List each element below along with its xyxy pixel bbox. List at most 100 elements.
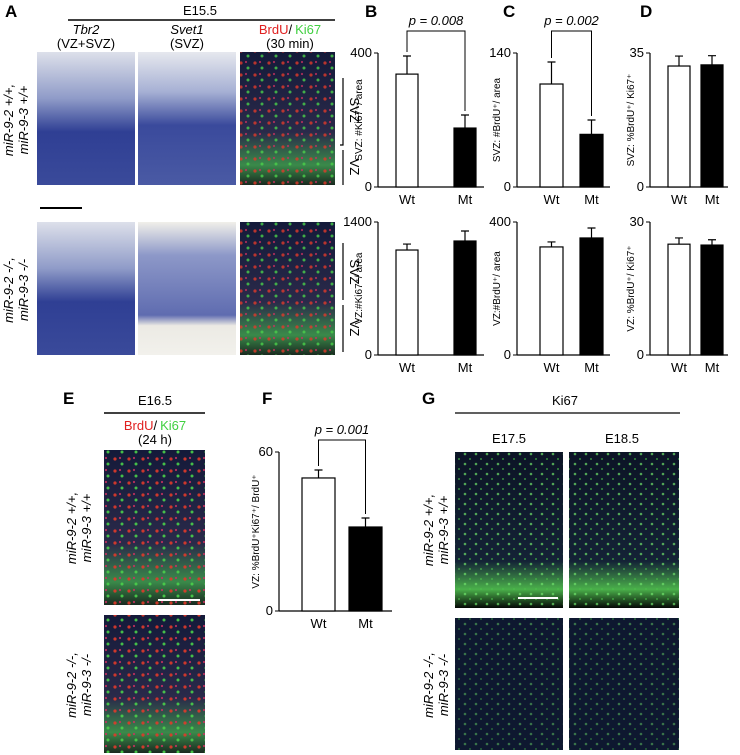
y-axis-label: VZ:#BrdU⁺/ area <box>492 251 503 326</box>
separator: / <box>288 22 292 37</box>
bar <box>395 249 419 356</box>
bar <box>667 65 691 188</box>
bar <box>453 127 477 188</box>
bar <box>667 243 691 356</box>
row-label: miR-9-3 -/- <box>16 258 31 321</box>
panel-letter: A <box>5 2 17 21</box>
x-tick-label: Wt <box>544 360 560 375</box>
column-title: Svet1 <box>170 22 203 37</box>
y-tick-label: 1400 <box>343 214 372 229</box>
bar <box>301 477 336 612</box>
panel-letter: D <box>640 2 652 21</box>
image-overlay <box>240 52 335 185</box>
y-tick-label: 0 <box>365 347 372 362</box>
stain: Ki67 <box>160 418 186 433</box>
stage-label: E18.5 <box>605 431 639 446</box>
zone-brackets <box>340 78 344 352</box>
image-overlay <box>569 452 679 608</box>
y-tick-label: 60 <box>259 444 273 459</box>
row-label: miR-9-2 -/-, <box>64 652 79 718</box>
panel-letter: E <box>63 389 74 408</box>
image <box>138 52 236 185</box>
row-label: miR-9-3 -/- <box>79 653 94 716</box>
x-tick-label: Mt <box>458 360 473 375</box>
error-bar <box>708 239 716 246</box>
image <box>138 222 236 355</box>
image-overlay <box>104 450 205 605</box>
panel-letter: G <box>422 389 435 408</box>
zone-label: SVZ <box>347 259 362 284</box>
x-tick-label: Wt <box>399 192 415 207</box>
image-overlay <box>569 618 679 750</box>
y-tick-label: 30 <box>630 214 644 229</box>
stain-label: Ki67 <box>552 393 578 408</box>
y-axis-label: VZ: %BrdU⁺/ Ki67⁺ <box>626 245 637 331</box>
significance-label: p = 0.001 <box>314 422 370 437</box>
error-bar <box>547 61 556 85</box>
row-label: miR-9-2 -/-, <box>421 652 436 718</box>
y-tick-label: 0 <box>637 347 644 362</box>
zone-label: SVZ <box>347 97 362 122</box>
row-label: miR-9-2 +/+, <box>1 84 16 156</box>
x-tick-label: Mt <box>584 360 599 375</box>
error-bar <box>587 119 596 135</box>
y-tick-label: 0 <box>637 179 644 194</box>
bar <box>348 526 383 612</box>
zone-label: VZ <box>347 320 362 337</box>
significance-label: p = 0.008 <box>408 13 464 28</box>
x-tick-label: Mt <box>358 616 373 631</box>
stage-label: E15.5 <box>183 3 217 18</box>
significance-bracket <box>406 30 466 111</box>
stain: BrdU <box>124 418 154 433</box>
x-tick-label: Mt <box>705 192 720 207</box>
bar <box>453 240 477 356</box>
error-bar <box>547 241 556 247</box>
x-tick-label: Mt <box>705 360 720 375</box>
y-axis-label: VZ:#Ki67⁺/ area <box>354 252 365 324</box>
image-overlay <box>104 615 205 753</box>
error-bar <box>461 230 469 241</box>
x-tick-label: Wt <box>671 360 687 375</box>
bar <box>579 237 604 356</box>
y-tick-label: 400 <box>350 45 372 60</box>
separator: / <box>153 418 157 433</box>
stain: BrdU <box>259 22 289 37</box>
panel-letter: B <box>365 2 377 21</box>
zone-label: VZ <box>347 159 362 176</box>
x-tick-label: Mt <box>584 192 599 207</box>
significance-bracket <box>551 30 592 116</box>
x-tick-label: Wt <box>671 192 687 207</box>
error-bar <box>675 237 683 245</box>
row-label: miR-9-2 -/-, <box>1 257 16 323</box>
row-label: miR-9-2 +/+, <box>421 494 436 566</box>
y-axis-label: SVZ: %BrdU⁺/ Ki67⁺ <box>626 74 637 167</box>
row-label: miR-9-3 +/+ <box>79 493 94 562</box>
stage-label: E16.5 <box>138 393 172 408</box>
error-bar <box>675 55 683 67</box>
significance-bracket <box>318 439 366 514</box>
x-tick-label: Wt <box>544 192 560 207</box>
error-bar <box>403 55 411 75</box>
bar <box>579 133 604 188</box>
bar <box>539 83 564 188</box>
bar <box>700 64 724 188</box>
image-overlay <box>455 452 563 608</box>
image <box>37 52 135 185</box>
image-overlay <box>240 222 335 355</box>
row-label: miR-9-3 -/- <box>436 653 451 716</box>
y-tick-label: 35 <box>630 45 644 60</box>
stain: Ki67 <box>295 22 321 37</box>
y-tick-label: 140 <box>489 45 511 60</box>
row-label: miR-9-3 +/+ <box>436 495 451 564</box>
panel-letter: F <box>262 389 272 408</box>
y-axis-label: SVZ: #BrdU⁺/ area <box>492 77 503 162</box>
x-tick-label: Mt <box>458 192 473 207</box>
error-bar <box>361 517 370 527</box>
column-title: BrdU/Ki67 <box>124 418 186 433</box>
y-tick-label: 0 <box>504 179 511 194</box>
y-axis-label: SVZ: #Ki67⁺/ area <box>354 79 365 161</box>
bar <box>539 246 564 356</box>
y-tick-label: 0 <box>365 179 372 194</box>
error-bar <box>587 227 596 238</box>
